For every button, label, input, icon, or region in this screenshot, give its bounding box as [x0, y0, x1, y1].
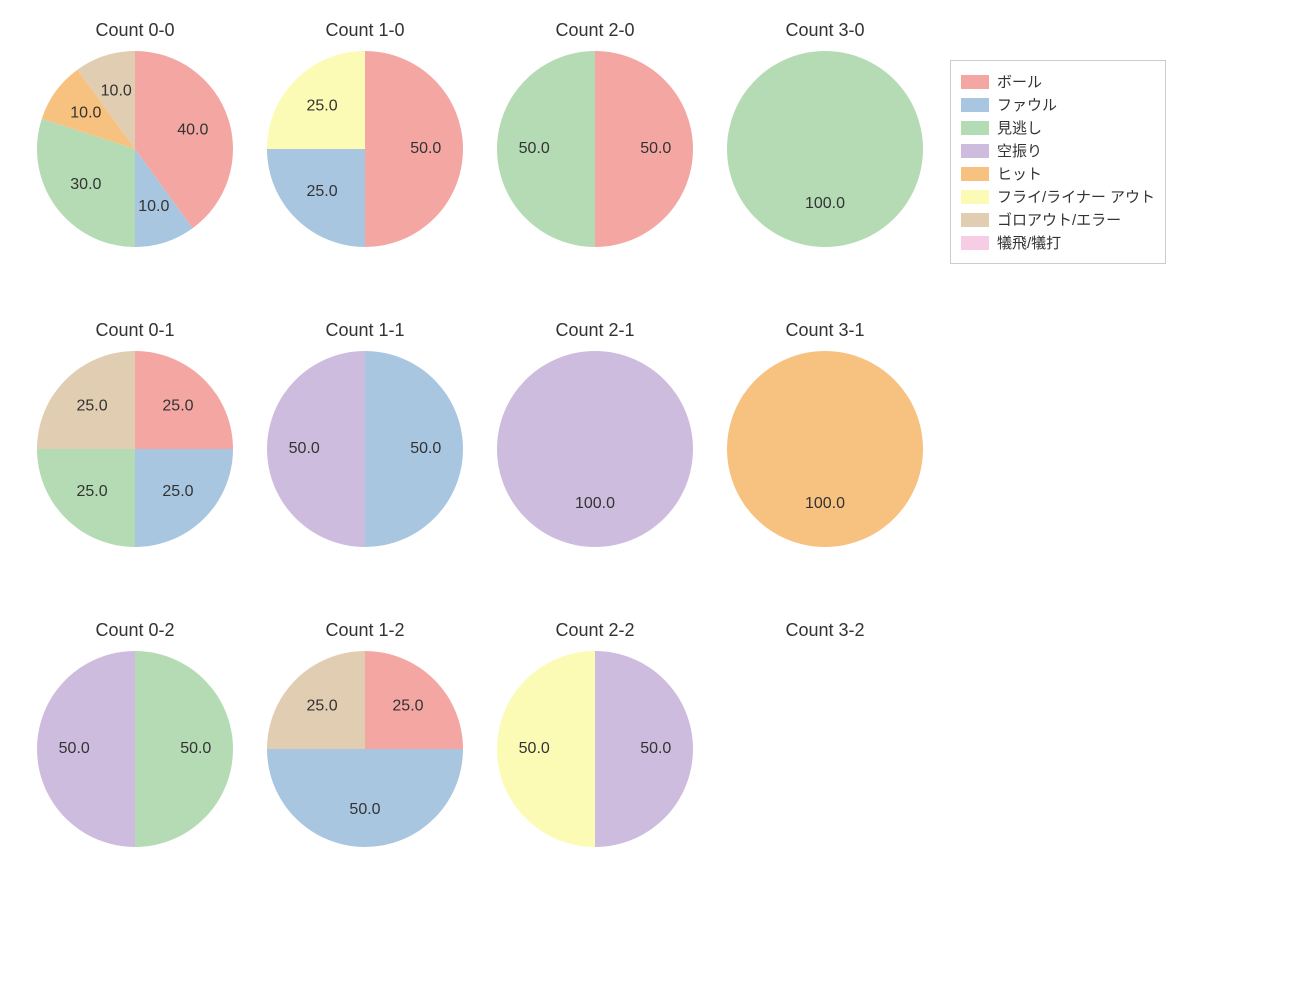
legend-swatch — [961, 144, 989, 158]
legend-item-sac: 犠飛/犠打 — [961, 232, 1155, 253]
pie-svg: 100.0 — [725, 49, 925, 249]
slice-label: 10.0 — [70, 105, 101, 122]
slice-label: 50.0 — [410, 440, 441, 457]
legend-item-hit: ヒット — [961, 163, 1155, 184]
pie-count-0-0: Count 0-040.010.030.010.010.0 — [20, 20, 250, 249]
slice-label: 25.0 — [162, 483, 193, 500]
chart-grid: Count 0-040.010.030.010.010.0Count 1-050… — [0, 0, 1300, 1000]
legend-swatch — [961, 213, 989, 227]
legend-item-fly_liner: フライ/ライナー アウト — [961, 186, 1155, 207]
pie-count-2-1: Count 2-1 100.0 — [480, 320, 710, 549]
pie-count-1-2: Count 1-2 25.0 50.0 25.0 — [250, 620, 480, 849]
pie-title: Count 3-2 — [710, 620, 940, 641]
pie-svg: 50.0 50.0 — [265, 349, 465, 549]
slice-label: 50.0 — [519, 140, 550, 157]
legend-label: ボール — [997, 71, 1042, 92]
pie-title: Count 2-0 — [480, 20, 710, 41]
slice-label: 100.0 — [805, 495, 845, 512]
legend-item-swinging: 空振り — [961, 140, 1155, 161]
slice-label: 50.0 — [410, 140, 441, 157]
pie-count-0-1: Count 0-1 25.0 25.0 25.0 25.0 — [20, 320, 250, 549]
legend-swatch — [961, 98, 989, 112]
pie-svg — [725, 649, 925, 849]
pie-svg: 25.0 25.0 25.0 25.0 — [35, 349, 235, 549]
slice-label: 50.0 — [289, 440, 320, 457]
pie-count-0-2: Count 0-2 50.0 50.0 — [20, 620, 250, 849]
pie-title: Count 1-0 — [250, 20, 480, 41]
slice-label: 30.0 — [70, 176, 101, 193]
slice-label: 50.0 — [519, 740, 550, 757]
slice-label: 100.0 — [575, 495, 615, 512]
legend-label: 犠飛/犠打 — [997, 232, 1061, 253]
slice-label: 40.0 — [177, 121, 208, 138]
pie-title: Count 0-2 — [20, 620, 250, 641]
slice-swinging — [497, 351, 693, 547]
legend-item-ball: ボール — [961, 71, 1155, 92]
slice-label: 50.0 — [180, 740, 211, 757]
legend-label: ヒット — [997, 163, 1042, 184]
pie-title: Count 0-1 — [20, 320, 250, 341]
pie-svg: 100.0 — [725, 349, 925, 549]
pie-svg: 40.010.030.010.010.0 — [35, 49, 235, 249]
legend-swatch — [961, 75, 989, 89]
slice-label: 25.0 — [76, 397, 107, 414]
legend-label: 空振り — [997, 140, 1042, 161]
pie-count-3-0: Count 3-0 100.0 — [710, 20, 940, 249]
slice-label: 25.0 — [306, 97, 337, 114]
slice-label: 10.0 — [101, 82, 132, 99]
pie-title: Count 3-0 — [710, 20, 940, 41]
pie-title: Count 3-1 — [710, 320, 940, 341]
pie-count-3-1: Count 3-1 100.0 — [710, 320, 940, 549]
pie-svg: 50.0 50.0 — [495, 649, 695, 849]
pie-svg: 50.0 50.0 — [495, 49, 695, 249]
pie-title: Count 0-0 — [20, 20, 250, 41]
legend-swatch — [961, 190, 989, 204]
legend-label: ゴロアウト/エラー — [997, 209, 1121, 230]
slice-label: 50.0 — [640, 140, 671, 157]
pie-svg: 25.0 50.0 25.0 — [265, 649, 465, 849]
pie-title: Count 1-1 — [250, 320, 480, 341]
slice-label: 10.0 — [138, 198, 169, 215]
slice-foul — [267, 749, 463, 847]
slice-label: 25.0 — [306, 697, 337, 714]
slice-label: 25.0 — [162, 397, 193, 414]
pie-count-2-2: Count 2-2 50.0 50.0 — [480, 620, 710, 849]
pie-count-1-1: Count 1-1 50.0 50.0 — [250, 320, 480, 549]
pie-svg: 100.0 — [495, 349, 695, 549]
slice-looking — [727, 51, 923, 247]
legend-label: 見逃し — [997, 117, 1042, 138]
slice-label: 50.0 — [640, 740, 671, 757]
slice-label: 25.0 — [76, 483, 107, 500]
pie-count-3-2: Count 3-2 — [710, 620, 940, 849]
slice-label: 50.0 — [59, 740, 90, 757]
pie-title: Count 2-1 — [480, 320, 710, 341]
slice-label: 25.0 — [306, 183, 337, 200]
legend-label: フライ/ライナー アウト — [997, 186, 1155, 207]
legend: ボールファウル見逃し空振りヒットフライ/ライナー アウトゴロアウト/エラー犠飛/… — [950, 60, 1166, 264]
pie-svg: 50.0 25.0 25.0 — [265, 49, 465, 249]
legend-item-foul: ファウル — [961, 94, 1155, 115]
pie-count-2-0: Count 2-0 50.0 50.0 — [480, 20, 710, 249]
pie-count-1-0: Count 1-0 50.0 25.0 25.0 — [250, 20, 480, 249]
slice-hit — [727, 351, 923, 547]
pie-title: Count 1-2 — [250, 620, 480, 641]
legend-swatch — [961, 121, 989, 135]
slice-label: 25.0 — [392, 697, 423, 714]
legend-label: ファウル — [997, 94, 1057, 115]
pie-svg: 50.0 50.0 — [35, 649, 235, 849]
pie-title: Count 2-2 — [480, 620, 710, 641]
legend-item-looking: 見逃し — [961, 117, 1155, 138]
legend-swatch — [961, 167, 989, 181]
slice-label: 100.0 — [805, 195, 845, 212]
legend-item-ground_err: ゴロアウト/エラー — [961, 209, 1155, 230]
legend-swatch — [961, 236, 989, 250]
slice-label: 50.0 — [349, 801, 380, 818]
